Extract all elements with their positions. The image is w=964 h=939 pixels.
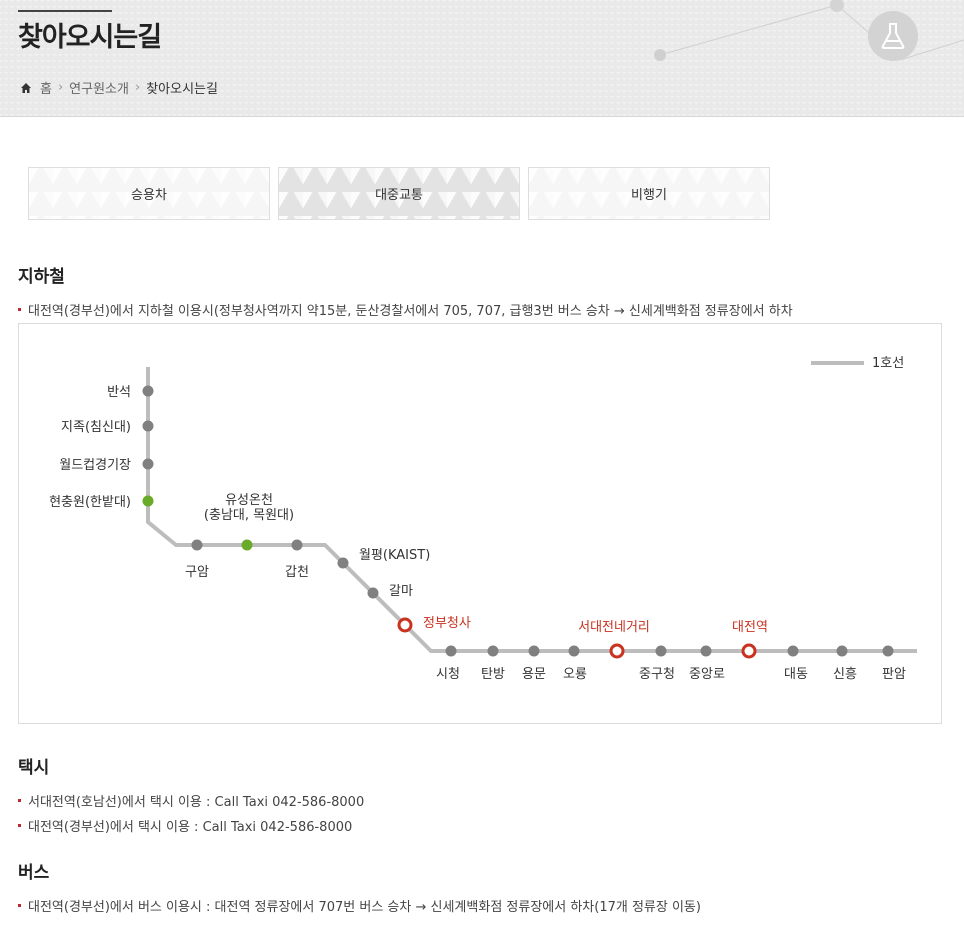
station-marker	[487, 645, 499, 657]
station-marker	[142, 495, 154, 507]
breadcrumb-home-link[interactable]: 홈	[40, 82, 52, 97]
station-label: 유성온천	[225, 493, 273, 508]
station-label: 시청	[436, 667, 460, 682]
station-marker	[655, 645, 667, 657]
breadcrumb-section-link[interactable]: 연구원소개	[69, 82, 129, 97]
station-marker-major	[397, 617, 413, 633]
station-label: 중구청	[639, 667, 675, 682]
breadcrumb: 홈 › 연구원소개 › 찾아오시는길	[20, 78, 218, 97]
station-marker	[142, 385, 154, 397]
taxi-section-title: 택시	[18, 758, 50, 778]
chevron-right-icon: ›	[134, 80, 141, 95]
station-label: 판암	[882, 667, 906, 682]
bullet-icon	[18, 904, 21, 907]
bullet-icon	[18, 308, 21, 311]
station-label: 대전역	[732, 620, 768, 635]
station-label: 구암	[185, 565, 209, 580]
station-marker-major	[741, 643, 757, 659]
station-marker	[568, 645, 580, 657]
station-label: 대동	[784, 667, 808, 682]
station-label: 월드컵경기장	[59, 458, 131, 473]
taxi-item: 대전역(경부선)에서 택시 이용 : Call Taxi 042-586-800…	[18, 816, 352, 835]
station-label: 현충원(한밭대)	[49, 495, 131, 510]
station-marker	[787, 645, 799, 657]
station-marker	[836, 645, 848, 657]
bus-item: 대전역(경부선)에서 버스 이용시 : 대전역 정류장에서 707번 버스 승차…	[18, 896, 701, 915]
home-icon[interactable]	[20, 82, 32, 94]
station-label: 월평(KAIST)	[359, 548, 430, 563]
bullet-icon	[18, 824, 21, 827]
station-marker	[700, 645, 712, 657]
tab-public-transport[interactable]: 대중교통	[278, 167, 520, 220]
bus-section-title: 버스	[18, 863, 50, 883]
breadcrumb-current: 찾아오시는길	[146, 82, 218, 97]
station-label: 신흥	[833, 667, 857, 682]
station-marker	[142, 420, 154, 432]
page-title: 찾아오시는길	[18, 22, 162, 53]
station-label: 지족(침신대)	[61, 420, 131, 435]
station-marker	[528, 645, 540, 657]
station-marker	[142, 458, 154, 470]
station-marker	[241, 539, 253, 551]
flask-icon	[868, 11, 918, 61]
transport-tabs: 승용차 대중교통 비행기	[28, 167, 770, 220]
chevron-right-icon: ›	[57, 80, 64, 95]
subway-note: 대전역(경부선)에서 지하철 이용시(정부청사역까지 약15분, 둔산경찰서에서…	[18, 300, 793, 319]
station-marker	[337, 557, 349, 569]
bullet-icon	[18, 799, 21, 802]
station-label: 반석	[107, 385, 131, 400]
decorative-network-pattern	[654, 0, 964, 61]
legend-label: 1호선	[872, 356, 904, 371]
station-label: 오룡	[563, 667, 587, 682]
tab-airplane[interactable]: 비행기	[528, 167, 770, 220]
station-marker	[191, 539, 203, 551]
taxi-item-text: 서대전역(호남선)에서 택시 이용 : Call Taxi 042-586-80…	[28, 795, 365, 810]
taxi-item-text: 대전역(경부선)에서 택시 이용 : Call Taxi 042-586-800…	[28, 820, 353, 835]
subway-section-title: 지하철	[18, 267, 65, 287]
station-label-sub: (충남대, 목원대)	[204, 508, 294, 523]
station-label: 갈마	[389, 584, 413, 599]
bus-item-text: 대전역(경부선)에서 버스 이용시 : 대전역 정류장에서 707번 버스 승차…	[28, 900, 701, 915]
station-label: 정부청사	[423, 616, 471, 631]
station-marker	[291, 539, 303, 551]
station-label: 중앙로	[689, 667, 725, 682]
subway-note-text: 대전역(경부선)에서 지하철 이용시(정부청사역까지 약15분, 둔산경찰서에서…	[28, 304, 793, 319]
taxi-item: 서대전역(호남선)에서 택시 이용 : Call Taxi 042-586-80…	[18, 791, 364, 810]
station-label: 서대전네거리	[578, 620, 650, 635]
station-label: 탄방	[481, 667, 505, 682]
station-label: 용문	[522, 667, 546, 682]
station-marker	[445, 645, 457, 657]
page-header: 찾아오시는길 홈 › 연구원소개 › 찾아오시는길	[0, 0, 964, 117]
tab-car[interactable]: 승용차	[28, 167, 270, 220]
title-accent-bar	[18, 10, 112, 12]
station-marker-major	[609, 643, 625, 659]
station-marker	[367, 587, 379, 599]
station-marker	[882, 645, 894, 657]
station-label: 갑천	[285, 565, 309, 580]
